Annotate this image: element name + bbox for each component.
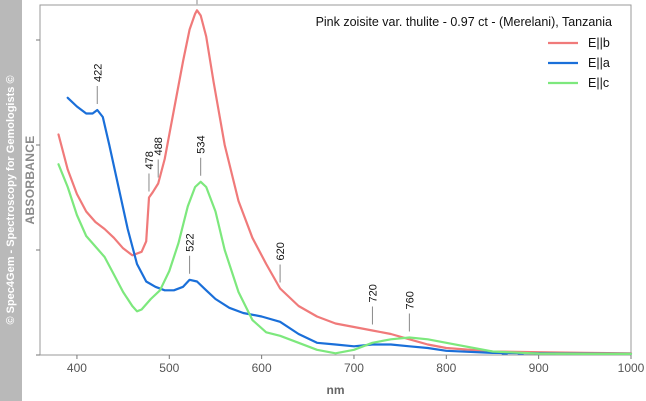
x-tick-label: 400 — [67, 361, 87, 375]
x-tick-label: 500 — [159, 361, 179, 375]
plot-frame — [39, 4, 632, 356]
legend-label-1: E||b — [588, 36, 610, 50]
side-strip: © Spec4Gem - Spectroscopy for Gemologist… — [0, 0, 22, 401]
legend-label-3: E||c — [588, 76, 609, 90]
x-tick-label: 700 — [344, 361, 364, 375]
x-axis-label: nm — [327, 383, 345, 397]
series-line-2 — [66, 96, 633, 355]
x-tick-label: 1000 — [618, 361, 645, 375]
annotation-label: 488 — [153, 137, 165, 155]
x-tick-label: 600 — [252, 361, 272, 375]
annotation-label: 422 — [92, 64, 104, 82]
chart-title: Pink zoisite var. thulite - 0.97 ct - (M… — [316, 15, 612, 29]
annotation-label: 522 — [185, 233, 197, 251]
series-line-1 — [57, 9, 633, 355]
x-tick-label: 900 — [529, 361, 549, 375]
annotation-label: 760 — [404, 291, 416, 309]
series-line-3 — [57, 163, 633, 355]
annotation-label: 478 — [144, 151, 156, 169]
legend-label-2: E||a — [588, 56, 610, 70]
annotation-label: 534 — [196, 135, 208, 153]
x-tick-label: 800 — [436, 361, 456, 375]
annotation-label: 620 — [275, 242, 287, 260]
annotation-label: 720 — [367, 284, 379, 302]
